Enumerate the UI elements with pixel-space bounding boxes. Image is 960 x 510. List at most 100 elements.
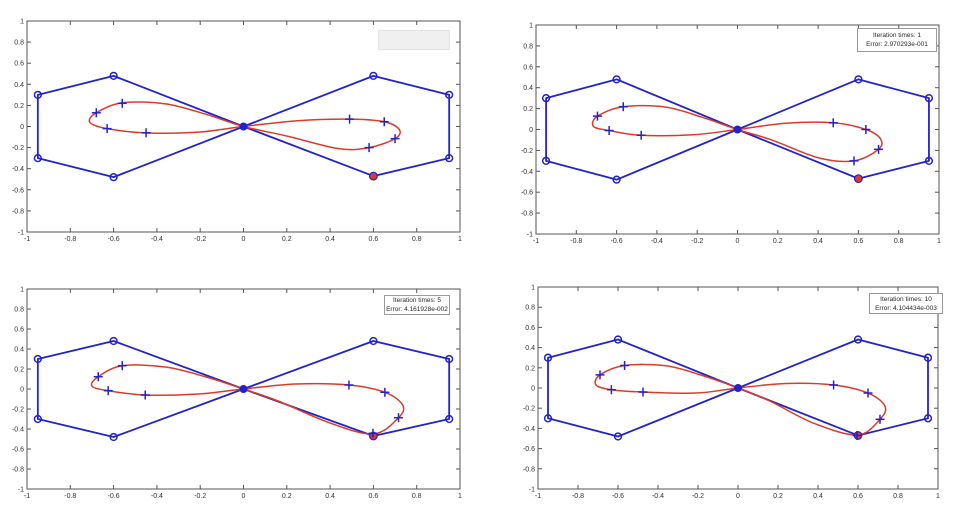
subplot-initial: -1 -0.8 -0.6 -0.4 -0.2 0 0.2 0.4 0.6 0.8 1 -1 -0.8 -0… xyxy=(0,0,480,255)
svg-text:0.6: 0.6 xyxy=(369,236,379,243)
svg-text:0.2: 0.2 xyxy=(523,106,533,113)
annotation-box-iteration-10: Iteration times: 10 Error: 4.104434e-003 xyxy=(869,293,943,314)
annotation-error-text: Error: 4.161928e-002 xyxy=(386,306,448,313)
svg-text:0: 0 xyxy=(529,127,533,134)
svg-text:1: 1 xyxy=(20,287,24,294)
annotation-error-text: Error: 2.970293e-001 xyxy=(866,41,928,48)
svg-text:1: 1 xyxy=(936,493,940,500)
svg-text:-0.6: -0.6 xyxy=(12,187,24,194)
annotation-box-iteration-5: Iteration times: 5 Error: 4.161928e-002 xyxy=(384,295,450,315)
subplot-iteration-1-plot: -1 -0.8 -0.6 -0.4 -0.2 0 0.2 0.4 0.6 0.8 1 -1 -0.8 -0… xyxy=(521,23,941,246)
svg-text:0.6: 0.6 xyxy=(853,493,863,500)
svg-text:0: 0 xyxy=(20,387,24,394)
annotation-iteration-text: Iteration times: 10 xyxy=(880,295,932,303)
svg-text:-0.8: -0.8 xyxy=(523,466,535,473)
svg-text:-0.8: -0.8 xyxy=(570,238,582,245)
svg-text:-0.4: -0.4 xyxy=(521,169,533,176)
svg-text:0.6: 0.6 xyxy=(369,493,379,500)
svg-text:-1: -1 xyxy=(24,236,30,243)
svg-text:1: 1 xyxy=(458,236,462,243)
svg-text:-0.6: -0.6 xyxy=(108,236,120,243)
svg-text:-0.4: -0.4 xyxy=(12,427,24,434)
annotation-iteration-text: Iteration times: 1 xyxy=(872,32,922,39)
svg-text:0.4: 0.4 xyxy=(813,238,823,245)
svg-text:-0.8: -0.8 xyxy=(64,236,76,243)
svg-text:-0.2: -0.2 xyxy=(523,406,535,413)
subplot-iteration-5: -1 -0.8 -0.6 -0.4 -0.2 0 0.2 0.4 0.6 0.8 1 -1 -0.8 -0… xyxy=(0,255,480,510)
svg-text:-0.2: -0.2 xyxy=(194,493,206,500)
svg-text:0: 0 xyxy=(736,238,740,245)
svg-text:-0.6: -0.6 xyxy=(12,447,24,454)
annotation-error-text: Error: 4.104434e-003 xyxy=(875,304,937,312)
svg-text:0.8: 0.8 xyxy=(525,305,535,312)
annotation-box-initial xyxy=(378,30,450,50)
svg-text:0.2: 0.2 xyxy=(282,236,292,243)
svg-text:0.4: 0.4 xyxy=(325,236,335,243)
svg-text:0.4: 0.4 xyxy=(14,347,24,354)
svg-text:0.4: 0.4 xyxy=(325,493,335,500)
svg-text:-0.8: -0.8 xyxy=(12,467,24,474)
svg-text:-0.8: -0.8 xyxy=(12,208,24,215)
subplot-iteration-10-plot: -1 -0.8 -0.6 -0.4 -0.2 0 0.2 0.4 0.6 0.8 1 -1 -0.8 -0… xyxy=(523,285,940,501)
svg-text:-0.6: -0.6 xyxy=(108,493,120,500)
svg-text:-0.6: -0.6 xyxy=(611,238,623,245)
svg-text:-0.2: -0.2 xyxy=(691,238,703,245)
svg-text:0.2: 0.2 xyxy=(14,103,24,110)
svg-text:-1: -1 xyxy=(533,238,539,245)
svg-text:-0.4: -0.4 xyxy=(651,238,663,245)
svg-text:0: 0 xyxy=(531,386,535,393)
svg-text:-0.4: -0.4 xyxy=(12,166,24,173)
svg-text:-0.6: -0.6 xyxy=(612,493,624,500)
svg-text:-0.8: -0.8 xyxy=(572,493,584,500)
svg-text:-0.4: -0.4 xyxy=(151,236,163,243)
annotation-box-iteration-1: Iteration times: 1 Error: 2.970293e-001 xyxy=(857,28,937,52)
svg-text:0.4: 0.4 xyxy=(14,82,24,89)
subplot-initial-plot: -1 -0.8 -0.6 -0.4 -0.2 0 0.2 0.4 0.6 0.8 1 -1 -0.8 -0… xyxy=(12,19,462,244)
svg-text:-1: -1 xyxy=(18,230,24,237)
svg-text:0.4: 0.4 xyxy=(525,345,535,352)
svg-text:-0.8: -0.8 xyxy=(521,211,533,218)
annotation-iteration-text: Iteration times: 5 xyxy=(392,297,442,304)
svg-text:-0.4: -0.4 xyxy=(652,493,664,500)
svg-text:-1: -1 xyxy=(527,232,533,239)
svg-text:1: 1 xyxy=(20,19,24,26)
svg-text:0.8: 0.8 xyxy=(14,307,24,314)
svg-text:0.6: 0.6 xyxy=(525,325,535,332)
svg-text:0.8: 0.8 xyxy=(412,236,422,243)
svg-text:0.6: 0.6 xyxy=(14,327,24,334)
svg-text:-1: -1 xyxy=(24,493,30,500)
svg-text:0.2: 0.2 xyxy=(282,493,292,500)
svg-text:1: 1 xyxy=(529,23,533,30)
svg-text:-0.2: -0.2 xyxy=(692,493,704,500)
svg-text:0.2: 0.2 xyxy=(773,493,783,500)
svg-text:1: 1 xyxy=(937,238,941,245)
svg-text:0: 0 xyxy=(242,493,246,500)
svg-text:-0.2: -0.2 xyxy=(521,148,533,155)
svg-text:0.4: 0.4 xyxy=(523,85,533,92)
svg-text:0.6: 0.6 xyxy=(523,64,533,71)
svg-text:0.6: 0.6 xyxy=(854,238,864,245)
svg-text:0: 0 xyxy=(736,493,740,500)
svg-text:0: 0 xyxy=(20,124,24,131)
svg-text:-0.2: -0.2 xyxy=(12,145,24,152)
svg-text:-0.2: -0.2 xyxy=(12,407,24,414)
svg-text:1: 1 xyxy=(531,285,535,292)
svg-text:-0.6: -0.6 xyxy=(521,190,533,197)
svg-text:0.8: 0.8 xyxy=(523,43,533,50)
svg-text:0.6: 0.6 xyxy=(14,61,24,68)
svg-text:-0.4: -0.4 xyxy=(151,493,163,500)
svg-text:-0.8: -0.8 xyxy=(64,493,76,500)
svg-text:-1: -1 xyxy=(529,487,535,494)
svg-text:-0.4: -0.4 xyxy=(523,426,535,433)
svg-text:0.8: 0.8 xyxy=(894,238,904,245)
svg-text:-0.2: -0.2 xyxy=(194,236,206,243)
svg-text:-1: -1 xyxy=(18,487,24,494)
svg-text:-1: -1 xyxy=(535,493,541,500)
subplot-iteration-1: -1 -0.8 -0.6 -0.4 -0.2 0 0.2 0.4 0.6 0.8 1 -1 -0.8 -0… xyxy=(480,0,960,255)
svg-text:0.2: 0.2 xyxy=(773,238,783,245)
subplot-iteration-5-plot: -1 -0.8 -0.6 -0.4 -0.2 0 0.2 0.4 0.6 0.8 1 -1 -0.8 -0… xyxy=(12,287,462,501)
svg-text:0.2: 0.2 xyxy=(14,367,24,374)
svg-text:0.2: 0.2 xyxy=(525,365,535,372)
svg-text:0.8: 0.8 xyxy=(412,493,422,500)
